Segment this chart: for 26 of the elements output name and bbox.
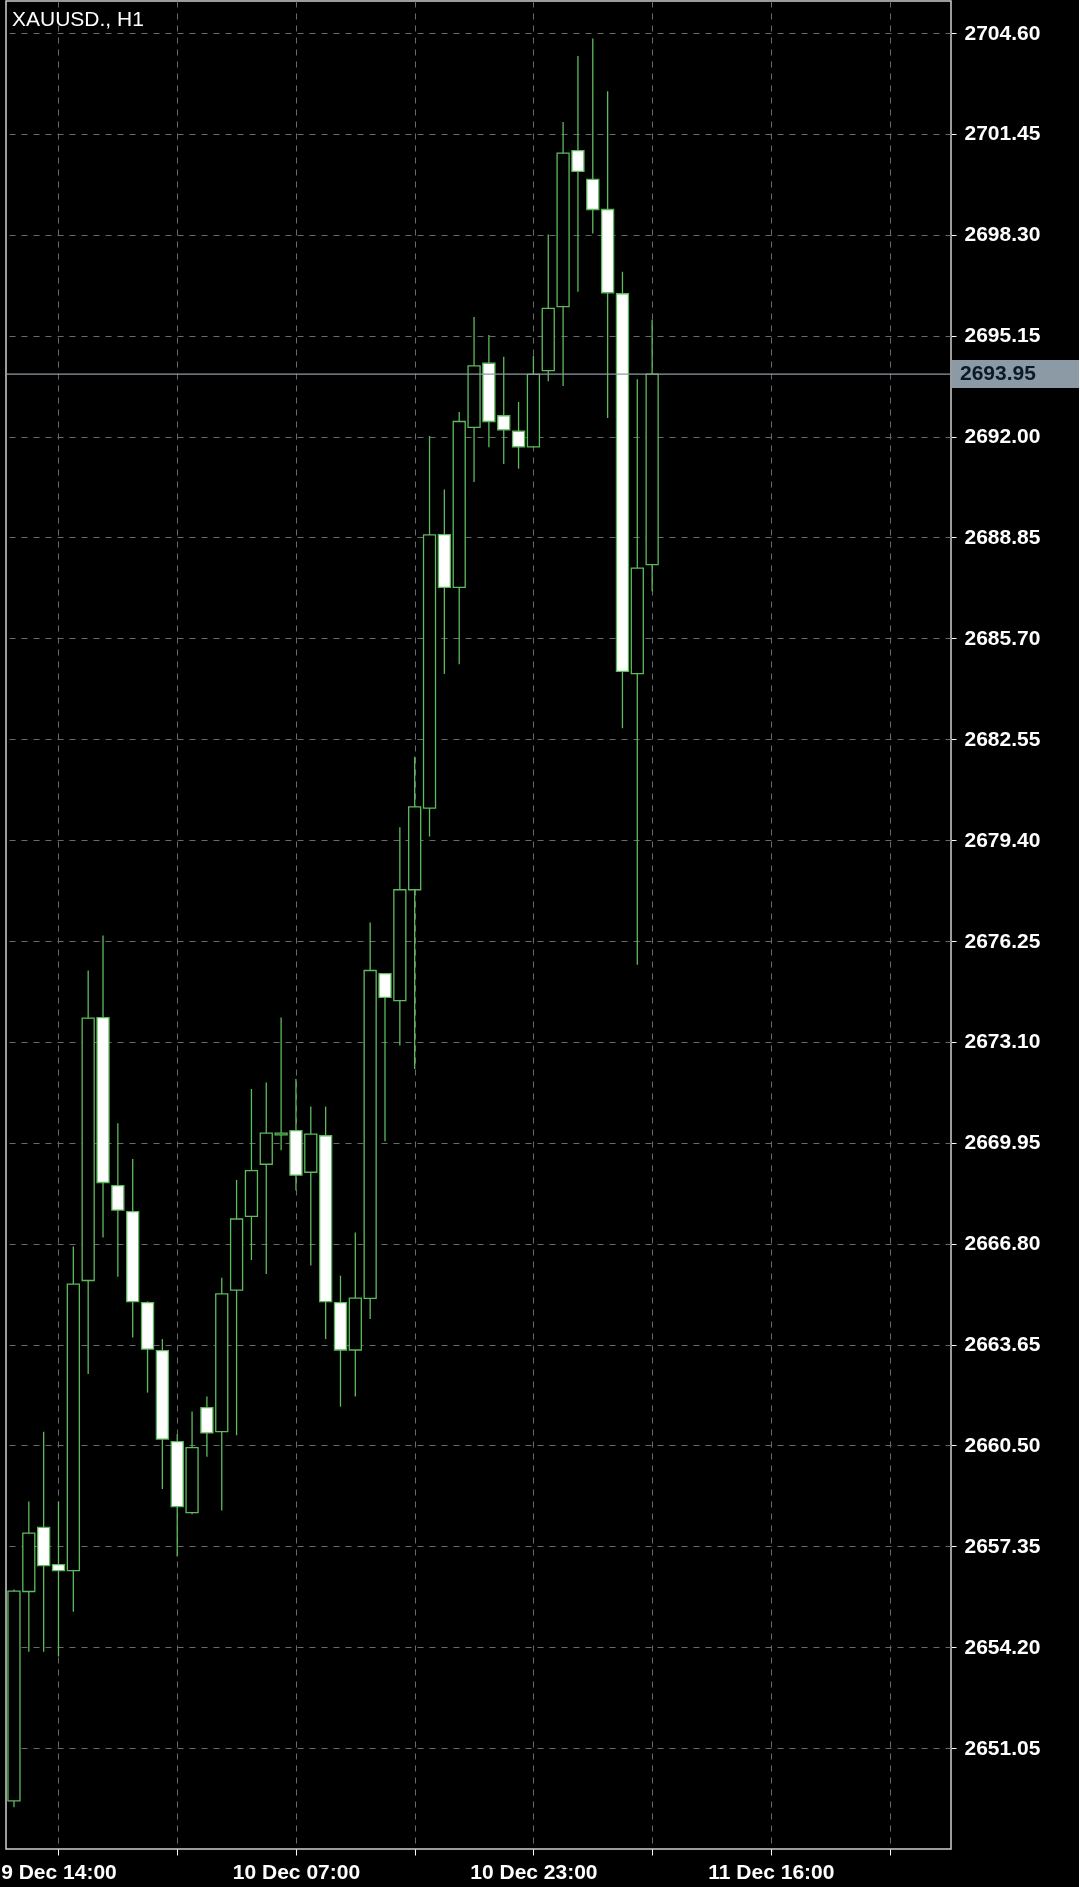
y-tick-label: 2692.00 bbox=[964, 424, 1041, 448]
y-tick-label: 2663.65 bbox=[964, 1332, 1041, 1356]
y-tick-label: 2669.95 bbox=[964, 1130, 1041, 1154]
x-tick-label: 10 Dec 23:00 bbox=[470, 1859, 598, 1883]
y-tick-label: 2676.25 bbox=[964, 928, 1041, 952]
chart-title: XAUUSD., H1 bbox=[12, 7, 144, 30]
x-tick-label: 10 Dec 07:00 bbox=[232, 1859, 361, 1883]
x-tick-label: 11 Dec 16:00 bbox=[708, 1859, 835, 1883]
y-tick-label: 2701.45 bbox=[964, 121, 1041, 145]
y-tick-label: 2704.60 bbox=[964, 20, 1041, 44]
y-tick-label: 2666.80 bbox=[964, 1231, 1041, 1255]
x-tick-label: 9 Dec 14:00 bbox=[1, 1859, 117, 1883]
ref-line-label: 2693.95 bbox=[960, 361, 1037, 385]
y-tick-label: 2660.50 bbox=[964, 1432, 1041, 1456]
y-tick-label: 2688.85 bbox=[964, 524, 1041, 548]
candlestick bbox=[511, 401, 526, 470]
y-tick-label: 2695.15 bbox=[964, 323, 1041, 347]
y-tick-label: 2651.05 bbox=[964, 1735, 1041, 1759]
y-tick-label: 2657.35 bbox=[964, 1533, 1041, 1557]
y-tick-label: 2698.30 bbox=[964, 222, 1041, 246]
y-tick-label: 2682.55 bbox=[964, 726, 1041, 750]
y-tick-label: 2654.20 bbox=[964, 1634, 1041, 1658]
y-tick-label: 2679.40 bbox=[964, 827, 1041, 851]
y-tick-label: 2685.70 bbox=[964, 625, 1041, 649]
candlestick bbox=[51, 1500, 66, 1658]
y-tick-label: 2673.10 bbox=[964, 1029, 1041, 1053]
